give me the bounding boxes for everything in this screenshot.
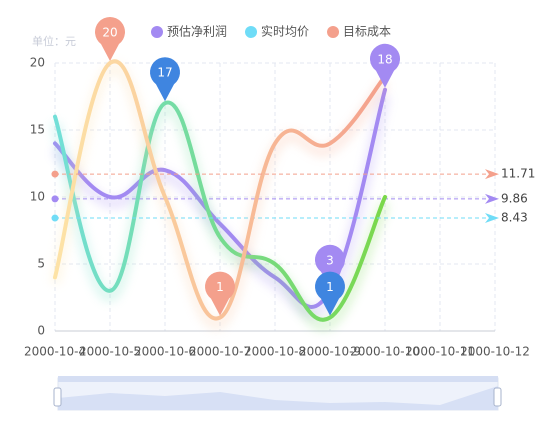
- x-tick-label: 2000-10-12: [460, 345, 530, 359]
- zoom-preview: [58, 386, 498, 410]
- mark-label: 3: [326, 253, 334, 267]
- x-tick-label: 2000-10-8: [244, 345, 306, 359]
- average-label: 8.43: [501, 211, 528, 225]
- mark-pin: [95, 17, 125, 61]
- legend-label: 预估净利润: [167, 25, 227, 39]
- mark-label: 1: [216, 280, 224, 294]
- mark-point: 3: [315, 244, 345, 289]
- y-tick-label: 20: [30, 56, 45, 70]
- x-tick-label: 2000-10-10: [350, 345, 420, 359]
- unit-label: 单位：元: [32, 34, 76, 48]
- average-arrow: [485, 193, 499, 204]
- average-start: [51, 195, 59, 203]
- mark-pin: [150, 57, 180, 102]
- average-start: [51, 214, 59, 222]
- x-tick-label: 2000-10-6: [134, 345, 196, 359]
- data-zoom[interactable]: [53, 376, 502, 411]
- x-tick-label: 2000-10-4: [24, 345, 86, 359]
- zoom-handle[interactable]: [53, 387, 62, 407]
- zoom-handle[interactable]: [493, 387, 502, 407]
- mark-pin: [370, 43, 401, 88]
- mark-label: 18: [377, 52, 392, 66]
- mark-pin: [315, 244, 345, 289]
- mark-label: 20: [102, 26, 117, 40]
- average-label: 9.86: [501, 191, 528, 205]
- average-start: [51, 170, 59, 178]
- average-arrow: [485, 169, 499, 180]
- line: [53, 59, 387, 321]
- zoom-selection: [58, 376, 498, 382]
- x-tick-label: 2000-10-7: [189, 345, 251, 359]
- legend-swatch: [151, 26, 163, 38]
- mark-label: 1: [326, 280, 334, 294]
- x-tick-label: 2000-10-5: [79, 345, 141, 359]
- mark-pin: [315, 271, 345, 316]
- line-glow: [50, 62, 389, 330]
- y-tick-label: 5: [37, 257, 45, 271]
- x-tick-label: 2000-10-9: [299, 345, 361, 359]
- mark-point: 18: [370, 43, 401, 88]
- mark-point: 1: [205, 271, 236, 316]
- legend-label: 实时均价: [261, 24, 309, 39]
- mark-point: 20: [95, 17, 125, 61]
- y-tick-label: 15: [30, 123, 45, 137]
- y-tick-label: 10: [30, 190, 45, 204]
- y-tick-label: 0: [37, 324, 45, 338]
- legend-label: 目标成本: [343, 25, 391, 39]
- mark-point: 1: [315, 271, 345, 316]
- legend-swatch: [327, 26, 340, 38]
- legend-swatch: [245, 26, 258, 38]
- average-arrow: [485, 213, 499, 224]
- average-label: 11.71: [501, 167, 535, 181]
- mark-pin: [205, 271, 236, 316]
- mark-point: 17: [150, 57, 180, 102]
- line: [53, 100, 387, 322]
- mark-label: 17: [157, 66, 172, 80]
- x-tick-label: 2000-10-11: [405, 345, 475, 359]
